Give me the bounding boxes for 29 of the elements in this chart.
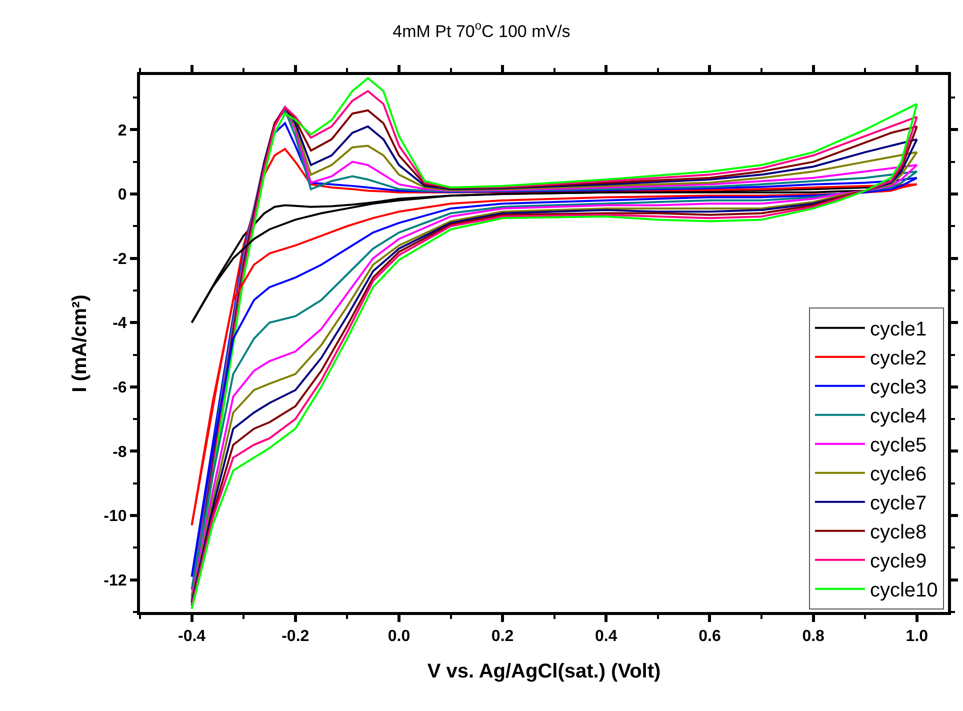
x-tick-label: 0.6 <box>698 628 721 646</box>
y-tick-label: -10 <box>104 508 127 526</box>
y-tick-label: 2 <box>118 122 127 140</box>
y-tick-label: 0 <box>118 186 127 204</box>
x-tick-label: 0.2 <box>491 628 514 646</box>
legend-label: cycle4 <box>870 406 927 428</box>
y-tick-label: -8 <box>112 444 127 461</box>
legend-label: cycle1 <box>870 318 927 341</box>
x-tick-label: 0.0 <box>388 628 410 646</box>
y-tick-label: -2 <box>112 250 127 268</box>
x-axis-title: V vs. Ag/AgCl(sat.) (Volt) <box>427 660 661 683</box>
legend-label: cycle9 <box>870 550 927 573</box>
legend-label: cycle3 <box>870 376 927 399</box>
x-tick-label: -0.2 <box>282 628 310 646</box>
y-axis-title: I (mA/cm²) <box>69 294 92 392</box>
chart-title: 4mM Pt 70$^{o}$C 100 mV/s <box>392 18 570 41</box>
x-tick-label: 1.0 <box>906 628 928 646</box>
legend-label: cycle6 <box>870 464 927 486</box>
legend-label: cycle8 <box>870 522 927 544</box>
y-tick-label: -12 <box>104 572 127 590</box>
legend-label: cycle10 <box>870 580 938 602</box>
legend-label: cycle5 <box>870 434 927 457</box>
y-tick-label: -6 <box>112 380 127 397</box>
legend-label: cycle7 <box>870 492 927 515</box>
x-tick-label: 0.4 <box>595 628 618 646</box>
legend-label: cycle2 <box>870 348 927 370</box>
y-tick-label: -4 <box>112 315 127 332</box>
x-tick-label: 0.8 <box>802 628 825 646</box>
x-tick-label: -0.4 <box>178 628 206 646</box>
